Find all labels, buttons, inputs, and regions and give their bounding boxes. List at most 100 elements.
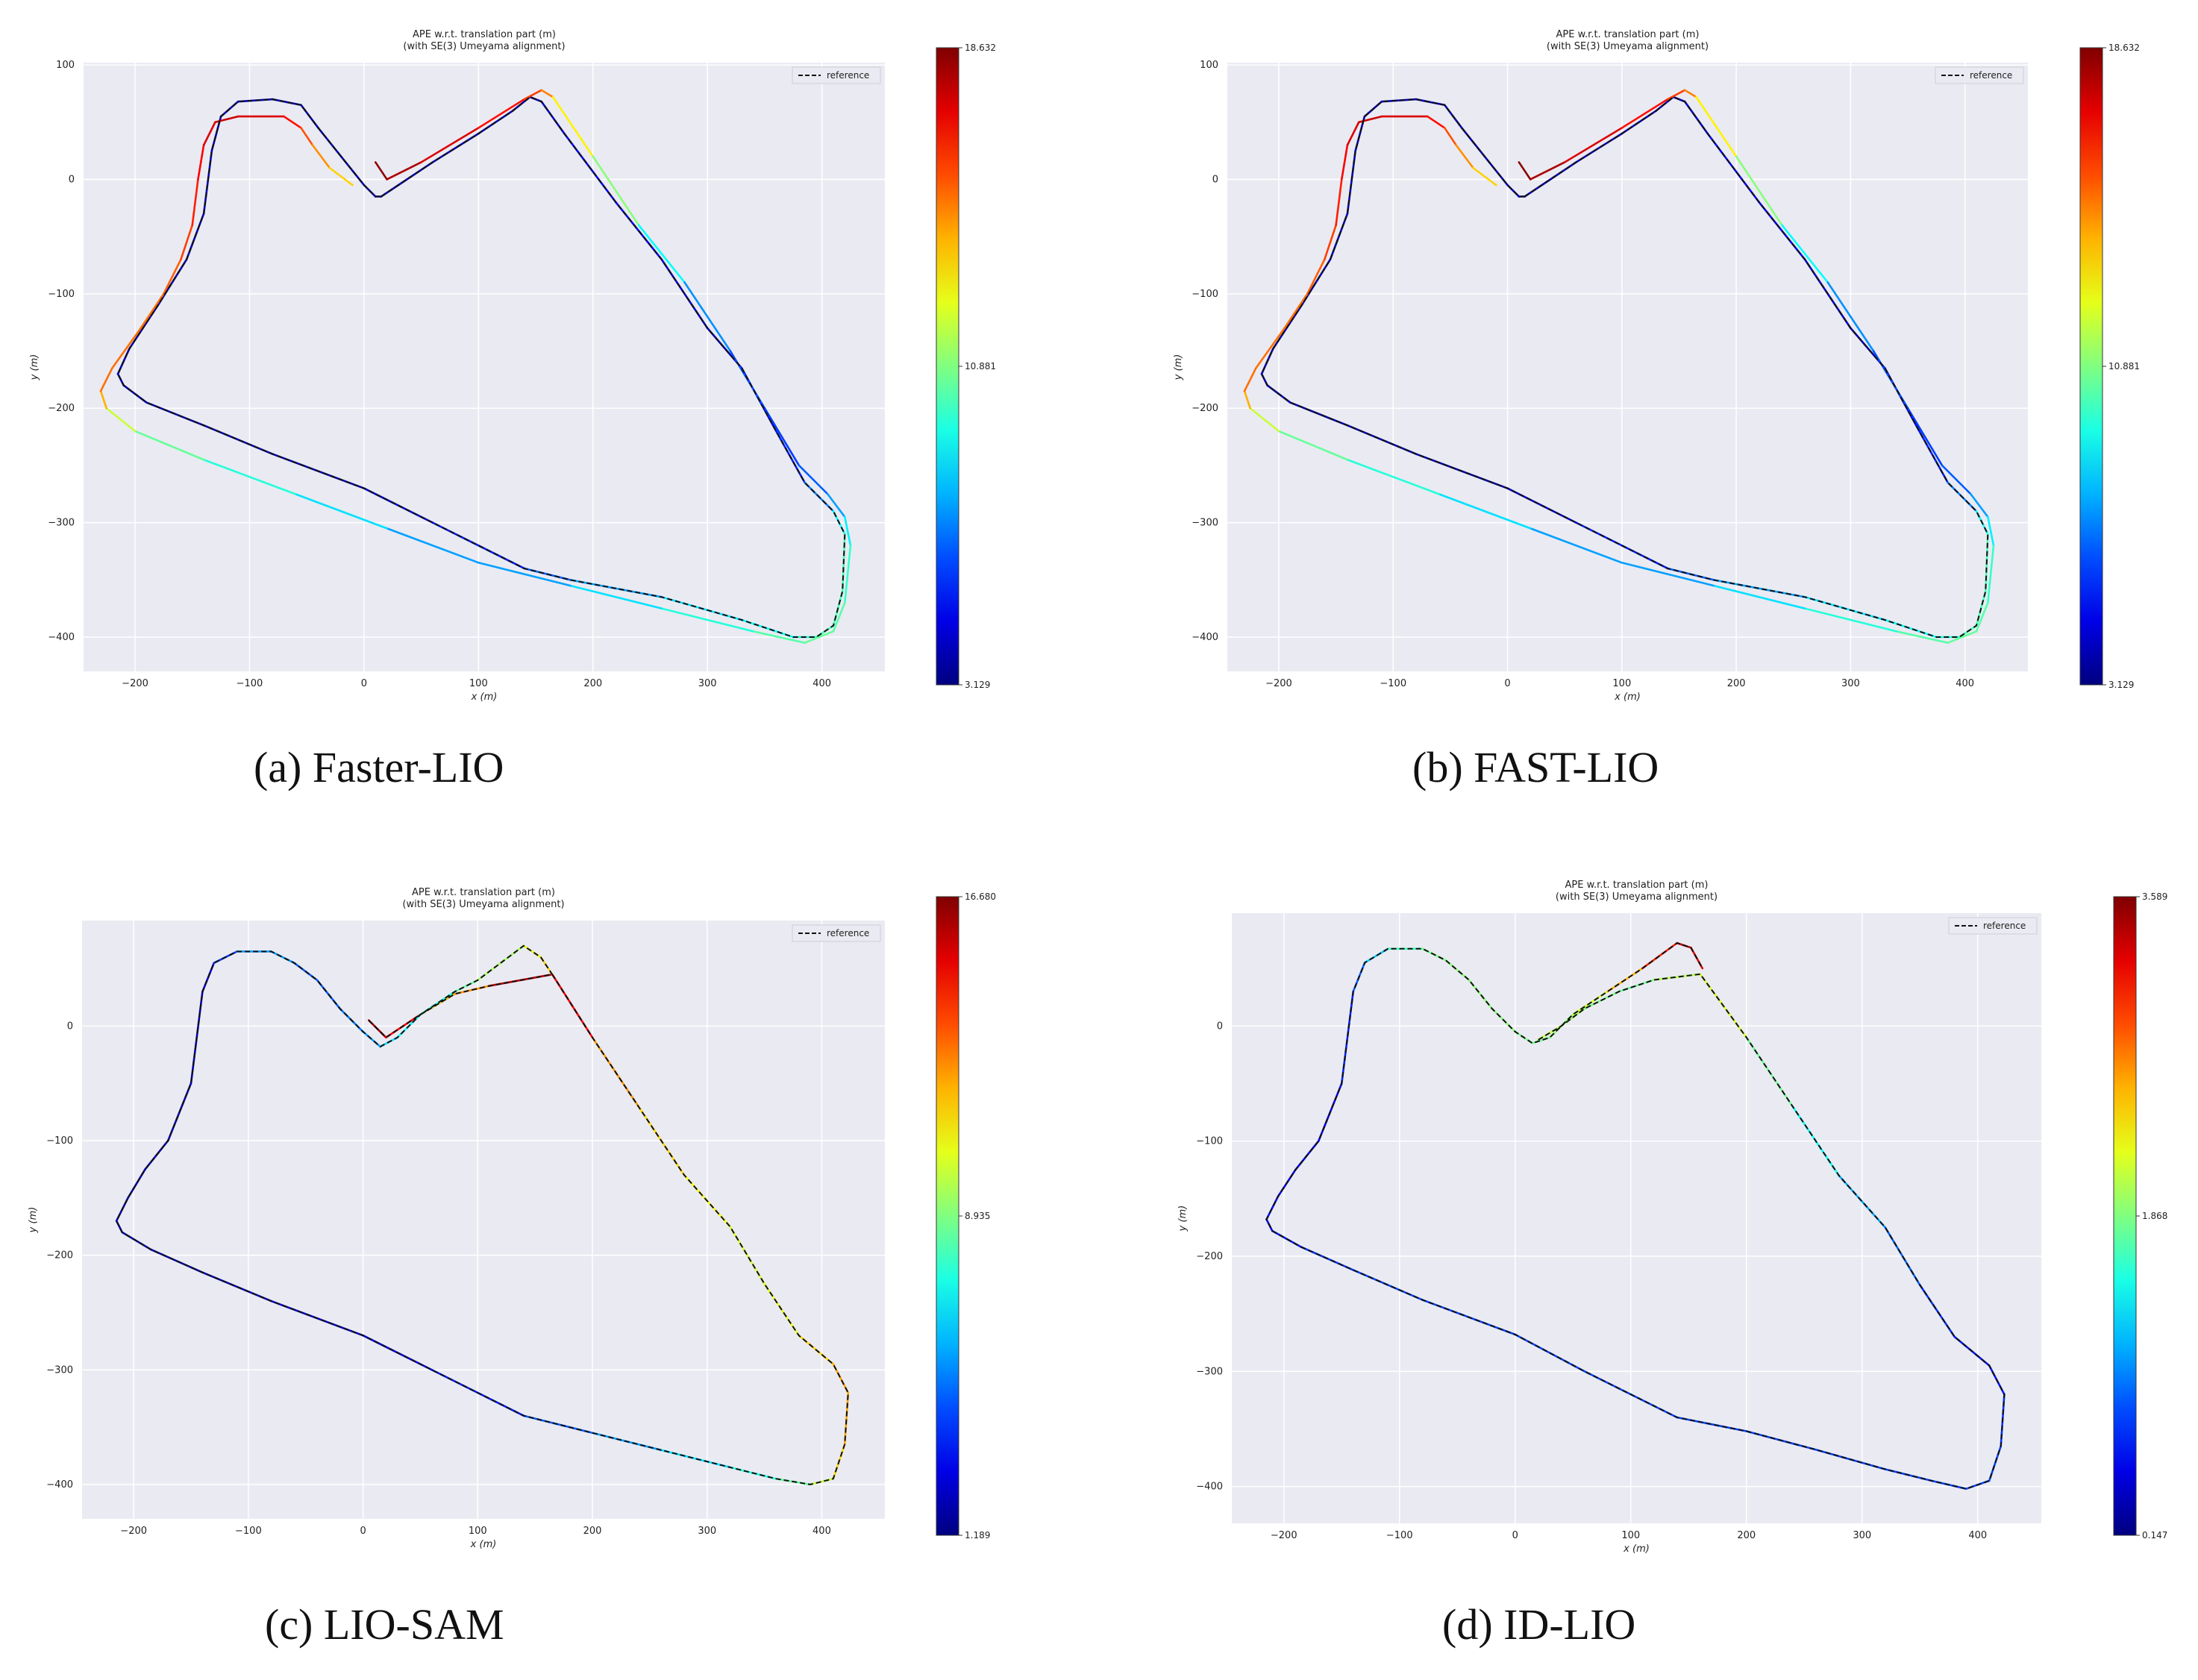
reference-trajectory <box>116 95 846 638</box>
trajectory-segment <box>111 327 143 369</box>
trajectory-segment <box>1346 458 1440 495</box>
x-tick-label: −100 <box>235 1526 262 1537</box>
trajectory-segment <box>1970 492 1989 518</box>
chart-subtitle: (with SE(3) Umeyama alignment) <box>1556 891 1718 903</box>
legend-box <box>792 66 881 84</box>
trajectory-segment <box>99 367 113 392</box>
trajectory-segment <box>809 1477 835 1486</box>
trajectory-segment <box>1472 166 1497 187</box>
caption-b: (b) FAST-LIO <box>1412 743 1659 792</box>
trajectory-segment <box>386 161 422 181</box>
trajectory-segment <box>478 561 572 587</box>
trajectory-segment <box>1695 95 1738 158</box>
trajectory-segment <box>1529 527 1624 564</box>
trajectory-segment <box>374 161 388 181</box>
y-tick-label: −400 <box>46 1479 73 1491</box>
trajectory-segment <box>1438 492 1532 530</box>
x-tick-label: −100 <box>1386 1530 1413 1541</box>
trajectory-segment <box>1712 584 1806 609</box>
chart-title: APE w.r.t. translation part (m) <box>1565 880 1709 891</box>
x-tick-label: 400 <box>1968 1530 1987 1541</box>
x-axis-label: x (m) <box>1623 1543 1650 1555</box>
y-tick-label: −200 <box>48 403 75 414</box>
y-tick-label: 0 <box>67 1021 73 1032</box>
trajectory-segment <box>1518 161 1532 181</box>
caption-d: (d) ID-LIO <box>1442 1600 1636 1649</box>
trajectory-segment <box>1323 224 1337 261</box>
trajectory-segment <box>1975 601 1989 633</box>
trajectory-segment <box>1621 561 1715 587</box>
trajectory-segment <box>540 89 554 98</box>
y-tick-label: −200 <box>1196 1251 1223 1262</box>
reference-trajectory <box>115 944 849 1485</box>
x-tick-label: −100 <box>237 678 263 689</box>
trajectory-segment <box>140 292 165 330</box>
trajectory-segment <box>660 607 754 633</box>
trajectory-segment <box>420 127 480 163</box>
trajectory-segment <box>163 258 182 295</box>
chart-title: APE w.r.t. translation part (m) <box>413 29 556 40</box>
trajectory-segment <box>551 95 595 158</box>
trajectory-segment <box>1683 89 1697 98</box>
colorbar-tick-label: 18.632 <box>2108 43 2140 53</box>
y-axis-label: y (m) <box>1177 1206 1189 1232</box>
trajectory-segment <box>832 601 846 633</box>
trajectory-segment <box>1947 630 1978 644</box>
plot-area <box>1227 63 2028 671</box>
chart-subtitle: (with SE(3) Umeyama alignment) <box>403 41 565 52</box>
trajectory-segment <box>1283 292 1309 330</box>
trajectory-segment <box>1329 213 1349 261</box>
x-axis-label: x (m) <box>470 1539 497 1550</box>
x-tick-label: 100 <box>469 678 488 689</box>
colorbar-tick-label: 0.147 <box>2142 1530 2167 1540</box>
trajectory-chart-b: APE w.r.t. translation part (m)(with SE(… <box>1173 29 2140 703</box>
trajectory-chart-c: APE w.r.t. translation part (m)(with SE(… <box>28 887 996 1550</box>
x-tick-label: 400 <box>1956 678 1974 689</box>
trajectory-segment <box>1666 89 1686 101</box>
trajectory-segment <box>569 584 663 609</box>
chart-title: APE w.r.t. translation part (m) <box>412 887 555 898</box>
y-tick-label: −300 <box>46 1364 73 1376</box>
chart-subtitle: (with SE(3) Umeyama alignment) <box>1547 41 1709 52</box>
colorbar-tick-label: 3.129 <box>2108 680 2134 690</box>
trajectory-segment <box>311 144 331 169</box>
y-tick-label: −100 <box>1192 289 1218 300</box>
trajectory-segment <box>752 630 806 644</box>
colorbar-tick-label: 10.881 <box>965 361 996 372</box>
colorbar-tick-label: 1.868 <box>2142 1211 2167 1221</box>
plot-area <box>1232 913 2041 1523</box>
x-tick-label: 0 <box>1504 678 1510 689</box>
y-tick-label: −200 <box>1192 403 1218 414</box>
trajectory-segment <box>1306 258 1326 295</box>
trajectory-segment <box>1265 1195 1280 1220</box>
trajectory-segment <box>283 115 302 129</box>
legend-box <box>792 924 881 942</box>
plot-area <box>84 63 885 671</box>
trajectory-segment <box>1781 224 1829 283</box>
x-tick-label: −200 <box>1271 1530 1297 1541</box>
trajectory-segment <box>1243 367 1257 392</box>
x-tick-label: 100 <box>1612 678 1631 689</box>
trajectory-segment <box>1906 407 1944 467</box>
trajectory-segment <box>1987 544 1995 604</box>
x-tick-label: 0 <box>360 1526 366 1537</box>
colorbar <box>936 896 959 1536</box>
y-tick-label: −100 <box>48 289 75 300</box>
colorbar-tick-label: 16.680 <box>965 891 996 902</box>
y-axis-label: y (m) <box>1173 354 1184 381</box>
y-tick-label: 0 <box>1212 174 1218 185</box>
caption-a: (a) Faster-LIO <box>254 743 504 792</box>
trajectory-segment <box>1243 389 1251 410</box>
y-tick-label: 100 <box>56 60 75 71</box>
trajectory-segment <box>1987 515 1995 547</box>
trajectory-segment <box>105 407 137 433</box>
trajectory-segment <box>844 515 852 547</box>
trajectory-segment <box>386 527 480 564</box>
trajectory-segment <box>99 389 107 410</box>
trajectory-segment <box>1335 178 1343 227</box>
y-tick-label: −300 <box>48 518 75 529</box>
x-tick-label: 200 <box>1727 678 1746 689</box>
trajectory-segment <box>1255 327 1286 369</box>
trajectory-segment <box>798 464 829 495</box>
trajectory-segment <box>592 155 640 227</box>
